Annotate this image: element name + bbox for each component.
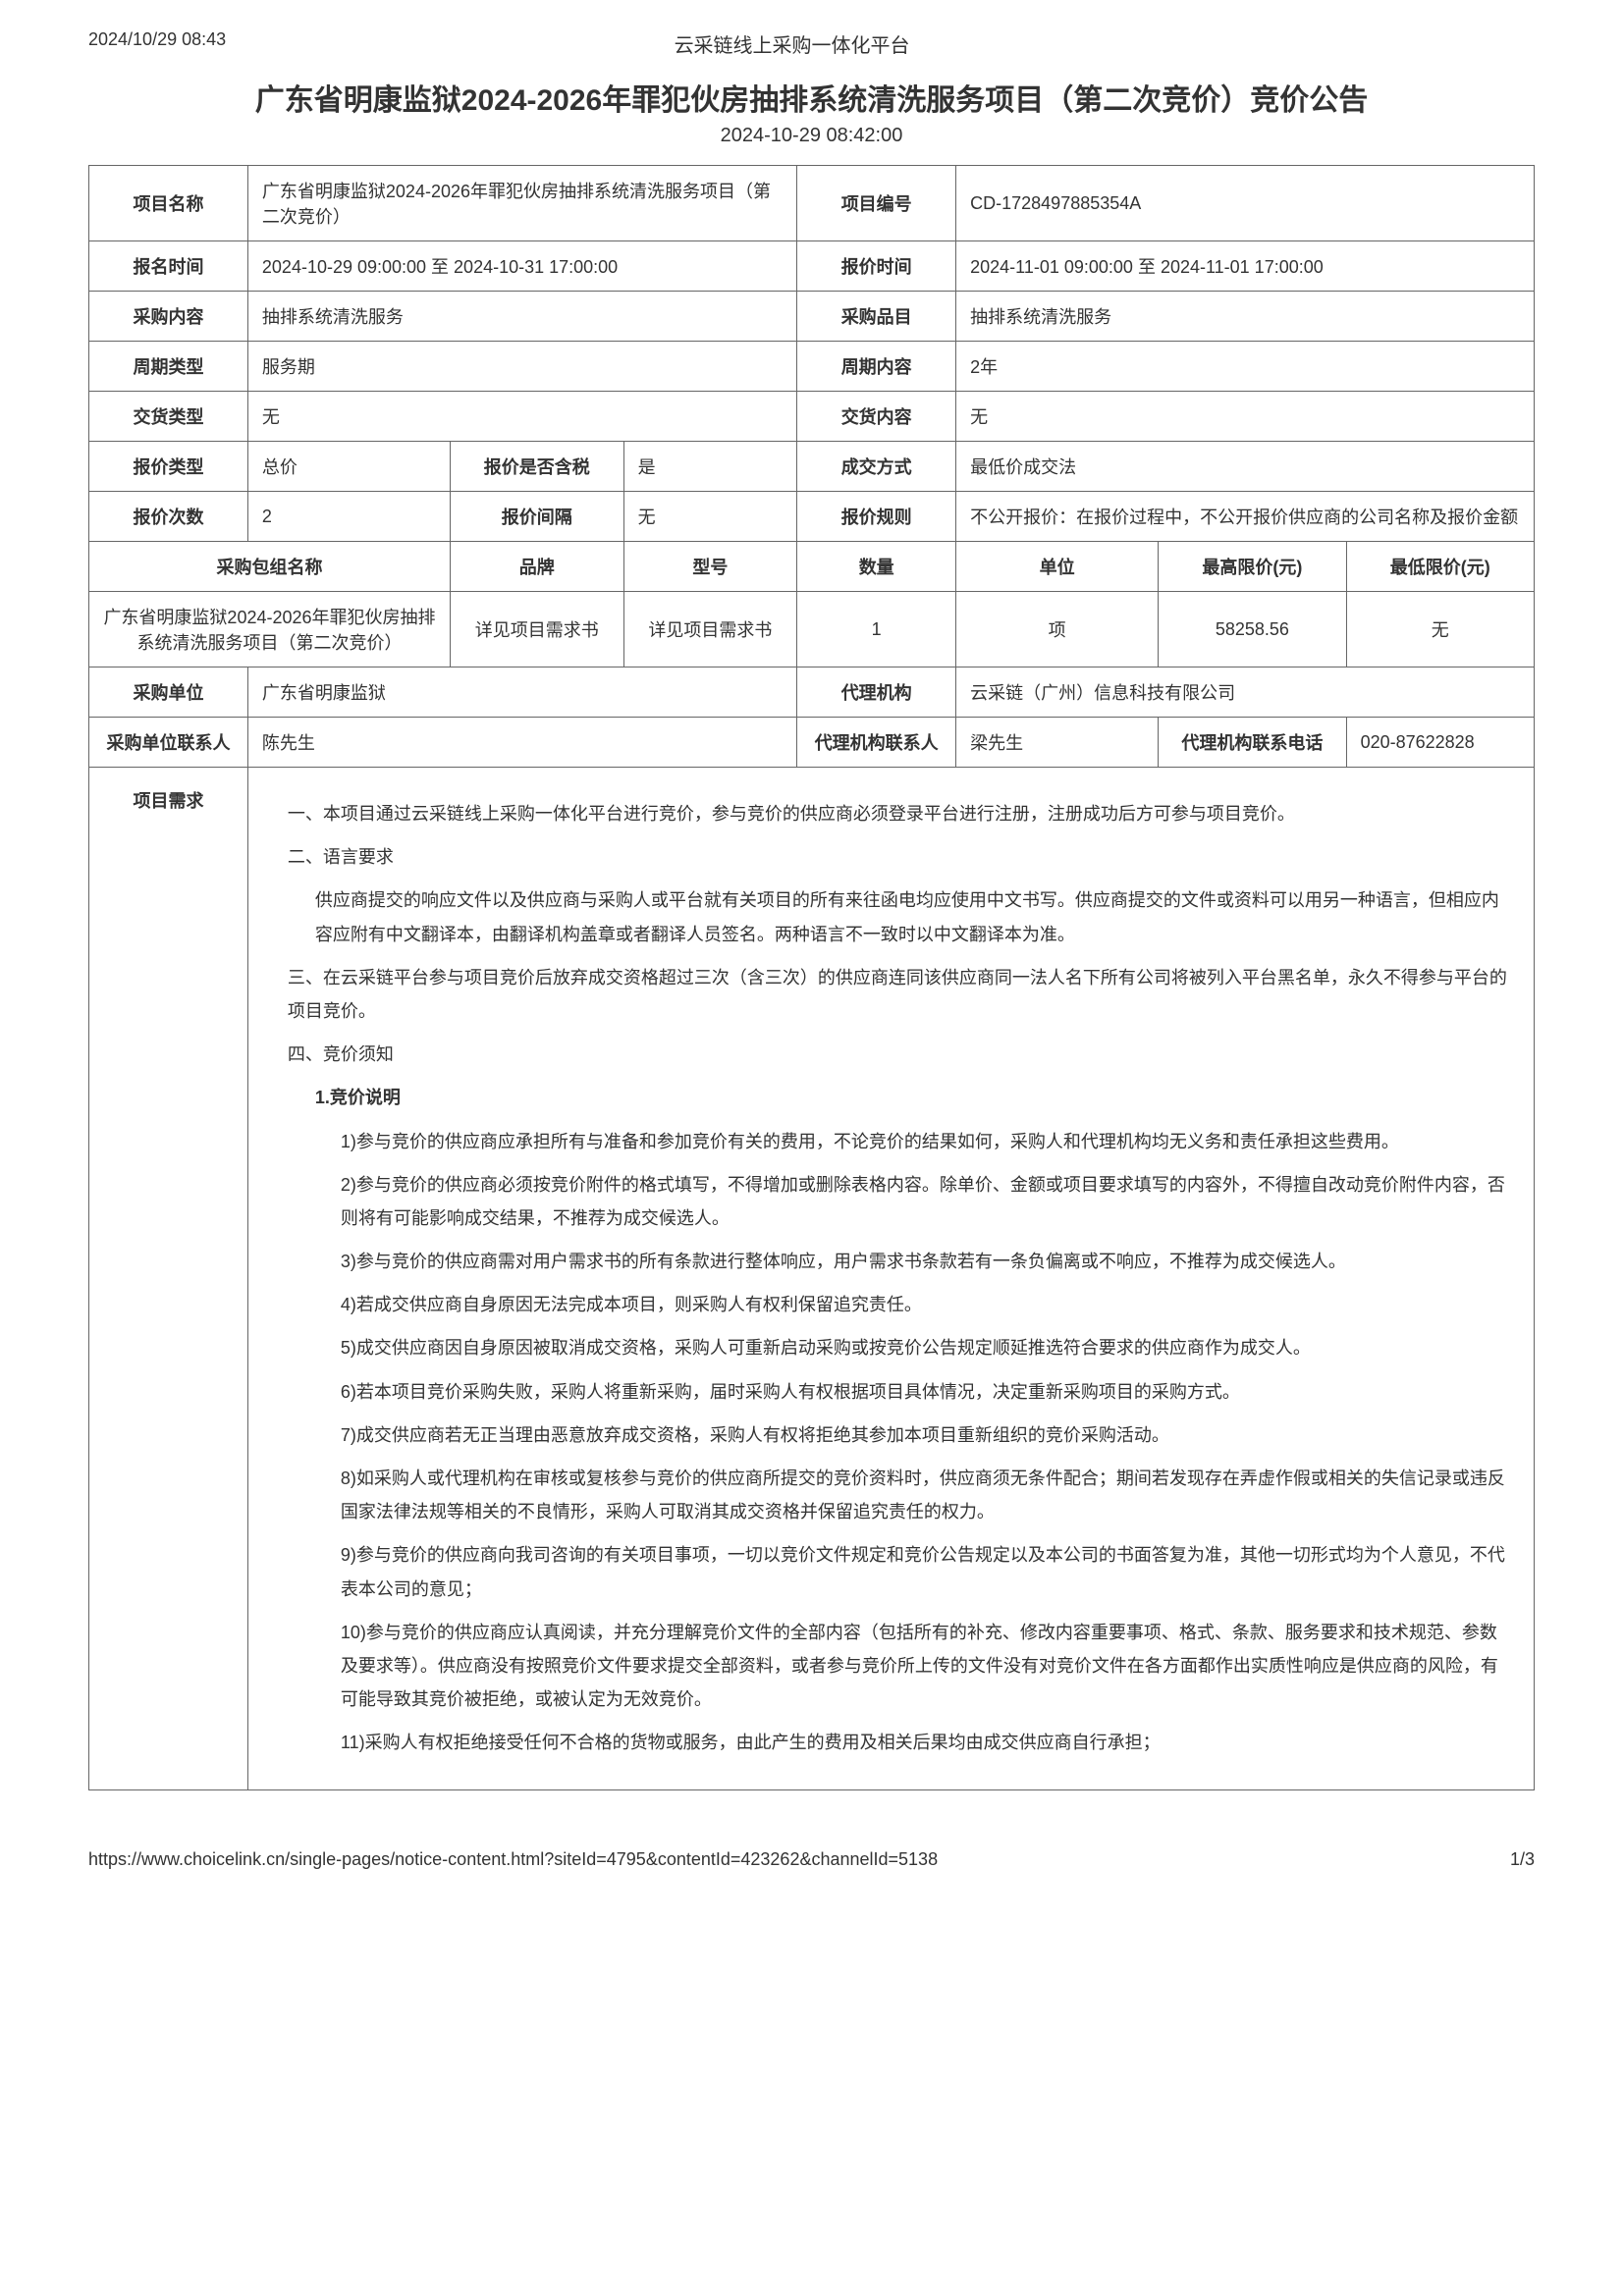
req-s1-7: 7)成交供应商若无正当理由恶意放弃成交资格，采购人有权将拒绝其参加本项目重新组织… (341, 1418, 1508, 1452)
label-purchase-content: 采购内容 (89, 292, 248, 342)
req-s1-11: 11)采购人有权拒绝接受任何不合格的货物或服务，由此产生的费用及相关后果均由成交… (341, 1726, 1508, 1759)
label-pkg-name: 采购包组名称 (89, 542, 451, 592)
value-delivery-type: 无 (247, 392, 796, 442)
req-p2: 二、语言要求 (288, 840, 1508, 874)
page-header: 2024/10/29 08:43 云采链线上采购一体化平台 (88, 29, 1535, 58)
value-quote-time: 2024-11-01 09:00:00 至 2024-11-01 17:00:0… (956, 241, 1535, 292)
req-s1: 1.竞价说明 (315, 1081, 1508, 1114)
label-quote-interval: 报价间隔 (450, 492, 623, 542)
value-period-type: 服务期 (247, 342, 796, 392)
value-agent-contact: 梁先生 (956, 718, 1159, 768)
label-quote-rule: 报价规则 (797, 492, 956, 542)
label-signup-time: 报名时间 (89, 241, 248, 292)
value-purchase-item: 抽排系统清洗服务 (956, 292, 1535, 342)
req-s1-10: 10)参与竞价的供应商应认真阅读，并充分理解竞价文件的全部内容（包括所有的补充、… (341, 1616, 1508, 1717)
label-quote-count: 报价次数 (89, 492, 248, 542)
req-s1-6: 6)若本项目竞价采购失败，采购人将重新采购，届时采购人有权根据项目具体情况，决定… (341, 1375, 1508, 1409)
req-s1-9: 9)参与竞价的供应商向我司咨询的有关项目事项，一切以竞价文件规定和竞价公告规定以… (341, 1538, 1508, 1605)
value-agent-phone: 020-87622828 (1346, 718, 1534, 768)
info-table: 项目名称 广东省明康监狱2024-2026年罪犯伙房抽排系统清洗服务项目（第二次… (88, 165, 1535, 1790)
label-period-content: 周期内容 (797, 342, 956, 392)
req-p1: 一、本项目通过云采链线上采购一体化平台进行竞价，参与竞价的供应商必须登录平台进行… (288, 797, 1508, 830)
req-s1-2: 2)参与竞价的供应商必须按竞价附件的格式填写，不得增加或删除表格内容。除单价、金… (341, 1168, 1508, 1235)
label-quote-type: 报价类型 (89, 442, 248, 492)
header-platform: 云采链线上采购一体化平台 (226, 29, 1358, 58)
page-subtitle: 2024-10-29 08:42:00 (88, 125, 1535, 147)
page-footer: https://www.choicelink.cn/single-pages/n… (88, 1849, 1535, 1870)
req-s1-3: 3)参与竞价的供应商需对用户需求书的所有条款进行整体响应，用户需求书条款若有一条… (341, 1245, 1508, 1278)
label-agent-phone: 代理机构联系电话 (1159, 718, 1346, 768)
label-deal-method: 成交方式 (797, 442, 956, 492)
value-delivery-content: 无 (956, 392, 1535, 442)
req-p3: 三、在云采链平台参与项目竞价后放弃成交资格超过三次（含三次）的供应商连同该供应商… (288, 961, 1508, 1028)
value-period-content: 2年 (956, 342, 1535, 392)
value-min-price: 无 (1346, 592, 1534, 667)
value-agent: 云采链（广州）信息科技有限公司 (956, 667, 1535, 718)
req-p2a: 供应商提交的响应文件以及供应商与采购人或平台就有关项目的所有来往函电均应使用中文… (315, 883, 1508, 950)
label-purchase-item: 采购品目 (797, 292, 956, 342)
label-project-name: 项目名称 (89, 166, 248, 241)
req-s1-8: 8)如采购人或代理机构在审核或复核参与竞价的供应商所提交的竞价资料时，供应商须无… (341, 1462, 1508, 1528)
label-agent-contact: 代理机构联系人 (797, 718, 956, 768)
value-project-name: 广东省明康监狱2024-2026年罪犯伙房抽排系统清洗服务项目（第二次竞价） (247, 166, 796, 241)
value-quote-rule: 不公开报价：在报价过程中，不公开报价供应商的公司名称及报价金额 (956, 492, 1535, 542)
label-qty: 数量 (797, 542, 956, 592)
value-pkg-name: 广东省明康监狱2024-2026年罪犯伙房抽排系统清洗服务项目（第二次竞价） (89, 592, 451, 667)
req-s1-1: 1)参与竞价的供应商应承担所有与准备和参加竞价有关的费用，不论竞价的结果如何，采… (341, 1125, 1508, 1158)
header-timestamp: 2024/10/29 08:43 (88, 29, 226, 58)
value-buyer-contact: 陈先生 (247, 718, 796, 768)
value-model: 详见项目需求书 (623, 592, 797, 667)
req-p4: 四、竞价须知 (288, 1038, 1508, 1071)
title-block: 广东省明康监狱2024-2026年罪犯伙房抽排系统清洗服务项目（第二次竞价）竞价… (88, 76, 1535, 147)
label-unit: 单位 (956, 542, 1159, 592)
label-delivery-type: 交货类型 (89, 392, 248, 442)
label-quote-time: 报价时间 (797, 241, 956, 292)
value-buyer-unit: 广东省明康监狱 (247, 667, 796, 718)
label-tax: 报价是否含税 (450, 442, 623, 492)
page-title: 广东省明康监狱2024-2026年罪犯伙房抽排系统清洗服务项目（第二次竞价）竞价… (88, 76, 1535, 119)
value-quote-count: 2 (247, 492, 450, 542)
label-project-no: 项目编号 (797, 166, 956, 241)
label-buyer-contact: 采购单位联系人 (89, 718, 248, 768)
value-deal-method: 最低价成交法 (956, 442, 1535, 492)
label-brand: 品牌 (450, 542, 623, 592)
footer-page: 1/3 (1510, 1849, 1535, 1870)
value-project-no: CD-1728497885354A (956, 166, 1535, 241)
value-signup-time: 2024-10-29 09:00:00 至 2024-10-31 17:00:0… (247, 241, 796, 292)
label-max-price: 最高限价(元) (1159, 542, 1346, 592)
label-period-type: 周期类型 (89, 342, 248, 392)
footer-url: https://www.choicelink.cn/single-pages/n… (88, 1849, 938, 1870)
label-buyer-unit: 采购单位 (89, 667, 248, 718)
label-agent: 代理机构 (797, 667, 956, 718)
value-max-price: 58258.56 (1159, 592, 1346, 667)
value-quote-type: 总价 (247, 442, 450, 492)
requirements-content: 一、本项目通过云采链线上采购一体化平台进行竞价，参与竞价的供应商必须登录平台进行… (247, 768, 1534, 1790)
label-requirements: 项目需求 (89, 768, 248, 1790)
value-quote-interval: 无 (623, 492, 797, 542)
label-delivery-content: 交货内容 (797, 392, 956, 442)
value-qty: 1 (797, 592, 956, 667)
value-brand: 详见项目需求书 (450, 592, 623, 667)
label-model: 型号 (623, 542, 797, 592)
req-s1-5: 5)成交供应商因自身原因被取消成交资格，采购人可重新启动采购或按竞价公告规定顺延… (341, 1331, 1508, 1364)
value-unit: 项 (956, 592, 1159, 667)
label-min-price: 最低限价(元) (1346, 542, 1534, 592)
value-purchase-content: 抽排系统清洗服务 (247, 292, 796, 342)
req-s1-4: 4)若成交供应商自身原因无法完成本项目，则采购人有权利保留追究责任。 (341, 1288, 1508, 1321)
value-tax: 是 (623, 442, 797, 492)
